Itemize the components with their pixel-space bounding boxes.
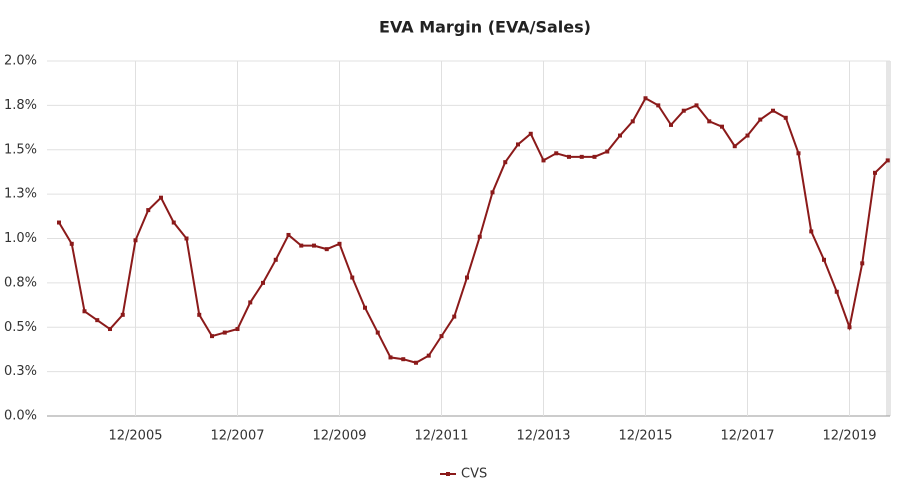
y-tick-label: 1.3% (4, 187, 37, 202)
point (299, 243, 304, 248)
point (312, 243, 316, 248)
y-tick-label: 1.8% (4, 98, 37, 113)
y-tick-label: 0.5% (4, 320, 37, 335)
point (643, 96, 648, 101)
point (885, 158, 890, 163)
point (426, 353, 431, 358)
point (95, 318, 100, 323)
point (707, 119, 712, 124)
point (745, 133, 750, 138)
point (605, 149, 610, 154)
point (57, 220, 61, 225)
point (554, 151, 559, 156)
point (69, 241, 74, 246)
point (873, 170, 877, 175)
y-tick-label: 2.0% (4, 54, 37, 69)
point (171, 220, 176, 225)
point (669, 122, 673, 127)
point (477, 234, 482, 239)
point (732, 144, 737, 149)
point (630, 119, 635, 124)
point (528, 131, 533, 136)
point (363, 305, 367, 310)
series-line (58, 96, 889, 364)
point (146, 208, 151, 213)
point (248, 300, 253, 305)
point (184, 236, 189, 241)
x-tick-label: 12/2005 (108, 429, 162, 444)
point (516, 142, 520, 147)
point (324, 247, 329, 252)
point (694, 103, 699, 108)
point (465, 275, 469, 280)
y-tick-label: 0.8% (4, 275, 37, 290)
point (414, 360, 418, 365)
legend-marker (446, 472, 450, 476)
point (822, 257, 826, 262)
point (503, 160, 508, 165)
point (133, 238, 138, 243)
point (834, 289, 839, 294)
point (388, 355, 393, 360)
x-tick-label: 12/2007 (210, 429, 264, 444)
x-tick-label: 12/2011 (414, 429, 468, 444)
chart-title: EVA Margin (EVA/Sales) (379, 18, 591, 37)
point (108, 327, 112, 332)
point (758, 117, 763, 122)
point (567, 154, 571, 159)
y-tick-label: 1.0% (4, 231, 37, 246)
point (541, 158, 546, 163)
point (809, 229, 814, 234)
point (197, 312, 202, 317)
point (273, 257, 278, 262)
y-tick-label: 0.0% (4, 409, 37, 424)
point (783, 115, 788, 120)
y-tick-label: 1.5% (4, 142, 37, 157)
point (210, 334, 214, 339)
point (120, 312, 125, 317)
x-tick-label: 12/2019 (822, 429, 876, 444)
y-tick-label: 0.3% (4, 364, 37, 379)
x-tick-label: 12/2009 (312, 429, 366, 444)
point (337, 241, 342, 246)
point (771, 108, 775, 113)
point (681, 108, 686, 113)
x-tick-label: 12/2015 (618, 429, 672, 444)
point (490, 190, 495, 195)
x-tick-label: 12/2017 (720, 429, 774, 444)
point (222, 330, 227, 335)
legend-label: CVS (461, 467, 487, 482)
x-tick-label: 12/2013 (516, 429, 570, 444)
point (261, 280, 265, 285)
point (796, 151, 801, 156)
point (656, 103, 661, 108)
point (82, 309, 87, 314)
point (592, 154, 597, 159)
point (401, 357, 406, 362)
point (159, 195, 163, 200)
point (350, 275, 355, 280)
point (452, 314, 457, 319)
point (439, 334, 444, 339)
point (579, 154, 584, 159)
point (847, 325, 852, 330)
point (720, 124, 724, 129)
point (618, 133, 622, 138)
point (375, 330, 380, 335)
point (235, 327, 240, 332)
point (286, 232, 291, 237)
point (860, 261, 865, 266)
